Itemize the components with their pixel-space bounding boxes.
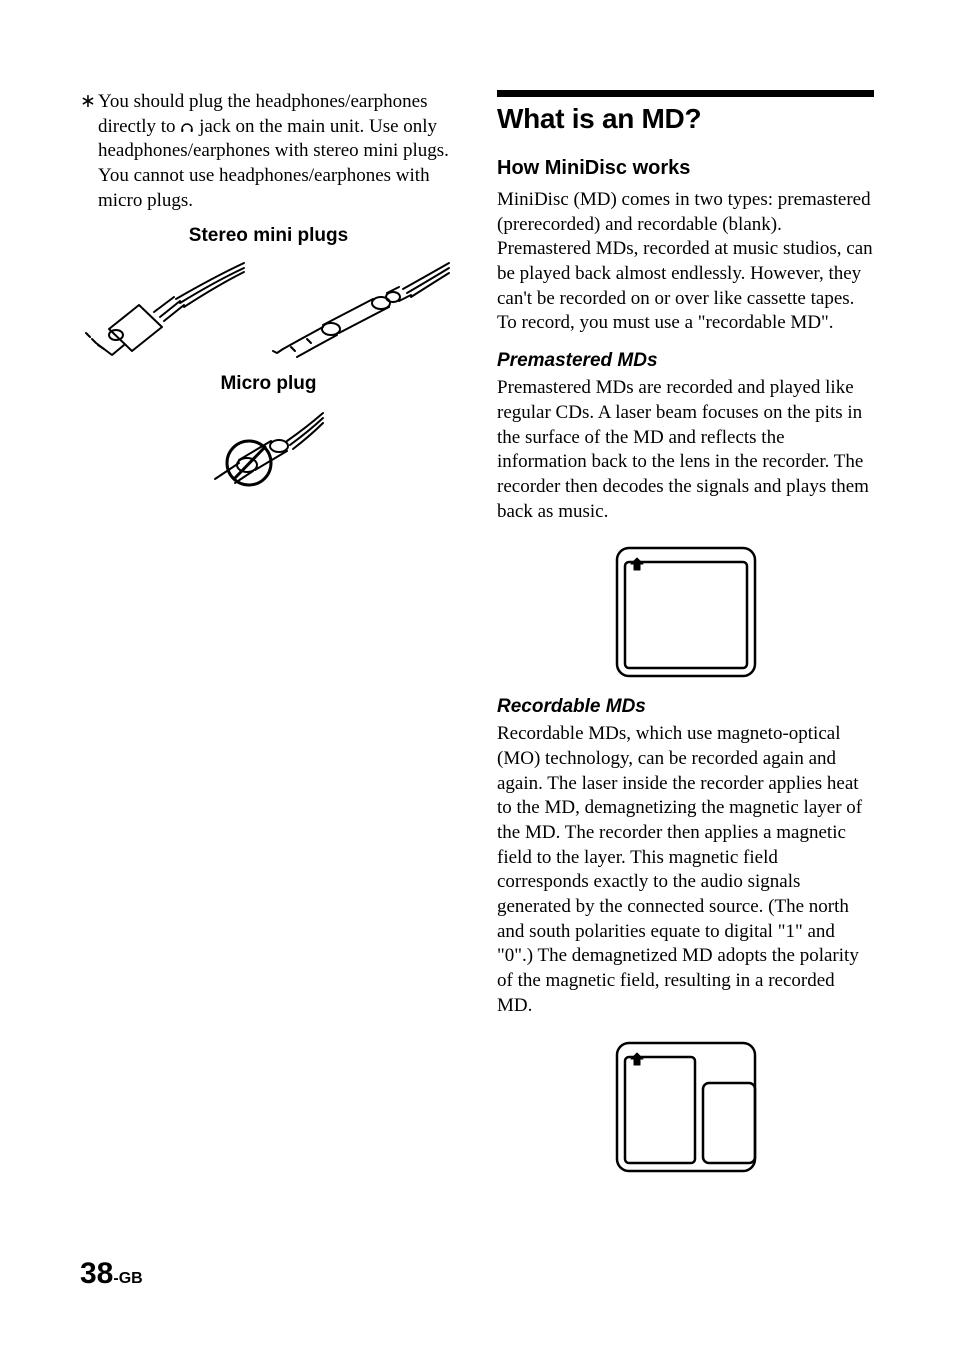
section-title: What is an MD? [497, 103, 874, 135]
page-number-value: 38 [80, 1257, 113, 1290]
left-column: ∗ You should plug the headphones/earphon… [80, 90, 457, 1230]
subsection-heading: How MiniDisc works [497, 157, 874, 180]
footnote: ∗ You should plug the headphones/earphon… [80, 90, 457, 213]
intro-paragraph: MiniDisc (MD) comes in two types: premas… [497, 188, 874, 336]
l-plug-icon [84, 257, 254, 367]
footnote-text: You should plug the headphones/earphones… [98, 90, 457, 213]
page-number: 38-GB [80, 1257, 143, 1291]
section-rule [497, 90, 874, 97]
recordable-paragraph: Recordable MDs, which use magneto-optica… [497, 722, 874, 1018]
caption-stereo: Stereo mini plugs [80, 225, 457, 247]
recordable-disc-figure [497, 1037, 874, 1177]
right-column: What is an MD? How MiniDisc works MiniDi… [497, 90, 874, 1230]
two-column-layout: ∗ You should plug the headphones/earphon… [80, 90, 874, 1230]
premastered-heading: Premastered MDs [497, 350, 874, 372]
md-premastered-icon [611, 542, 761, 682]
premastered-disc-figure [497, 542, 874, 682]
caption-micro: Micro plug [80, 373, 457, 395]
straight-plug-icon [263, 257, 453, 367]
micro-plug-icon [209, 405, 329, 495]
micro-plug-figure [80, 405, 457, 495]
footnote-marker: ∗ [80, 90, 98, 213]
recordable-heading: Recordable MDs [497, 696, 874, 718]
stereo-plugs-figure [80, 257, 457, 367]
page-number-suffix: -GB [113, 1270, 142, 1287]
headphones-icon [180, 120, 194, 134]
md-recordable-icon [611, 1037, 761, 1177]
premastered-paragraph: Premastered MDs are recorded and played … [497, 376, 874, 524]
